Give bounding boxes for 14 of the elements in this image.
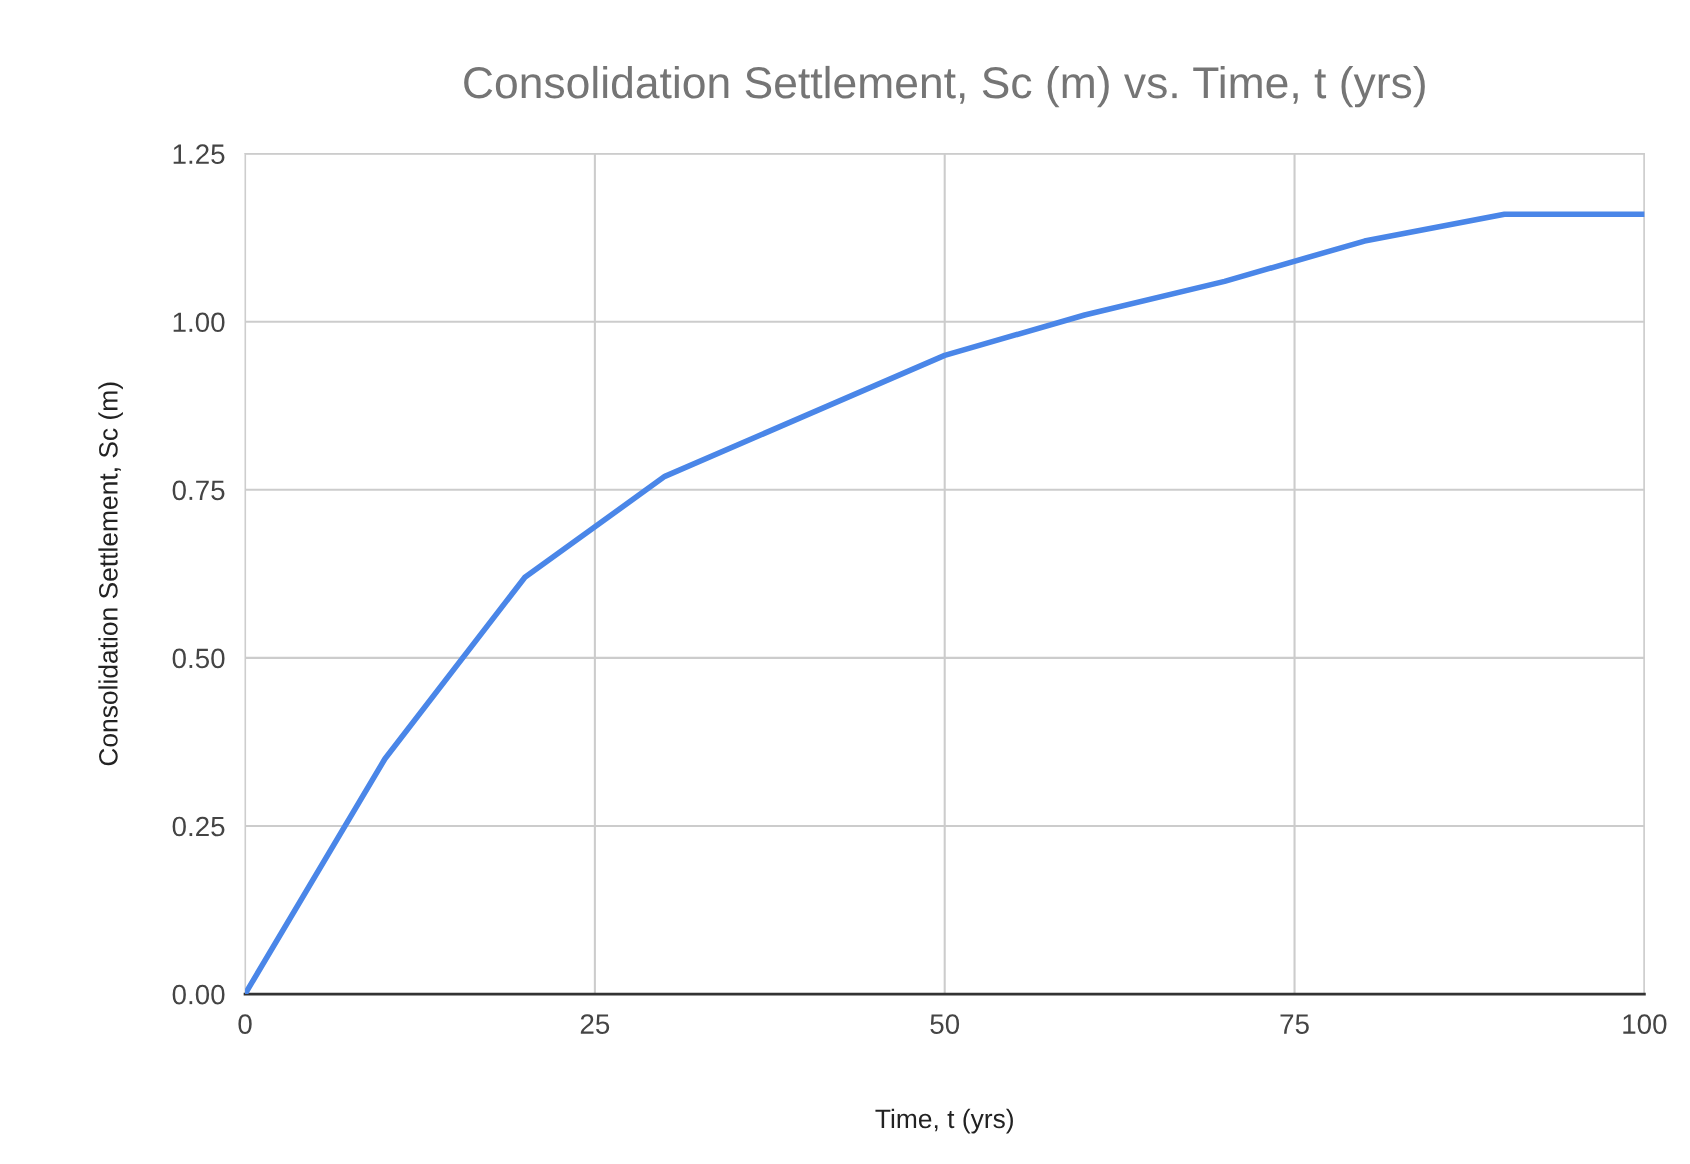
x-axis-title: Time, t (yrs) bbox=[875, 1108, 1013, 1134]
y-tick-label: 0.00 bbox=[172, 984, 225, 1005]
y-tick-label: 0.50 bbox=[172, 648, 225, 669]
y-axis-title: Consolidation Settlement, Sc (m) bbox=[98, 382, 123, 766]
y-tick-label: 1.00 bbox=[173, 312, 225, 333]
x-tick-label: 75 bbox=[1280, 1014, 1309, 1034]
y-tick-label: 0.75 bbox=[172, 480, 225, 501]
x-tick-label: 25 bbox=[580, 1014, 610, 1034]
y-tick-label: 1.25 bbox=[173, 144, 225, 164]
y-tick-label: 0.25 bbox=[172, 816, 225, 837]
x-tick-label: 100 bbox=[1623, 1014, 1667, 1034]
chart-title: Consolidation Settlement, Sc (m) vs. Time, t (yrs) bbox=[464, 65, 1425, 108]
x-tick-label: 50 bbox=[930, 1014, 960, 1034]
x-tick-label: 0 bbox=[238, 1014, 252, 1034]
